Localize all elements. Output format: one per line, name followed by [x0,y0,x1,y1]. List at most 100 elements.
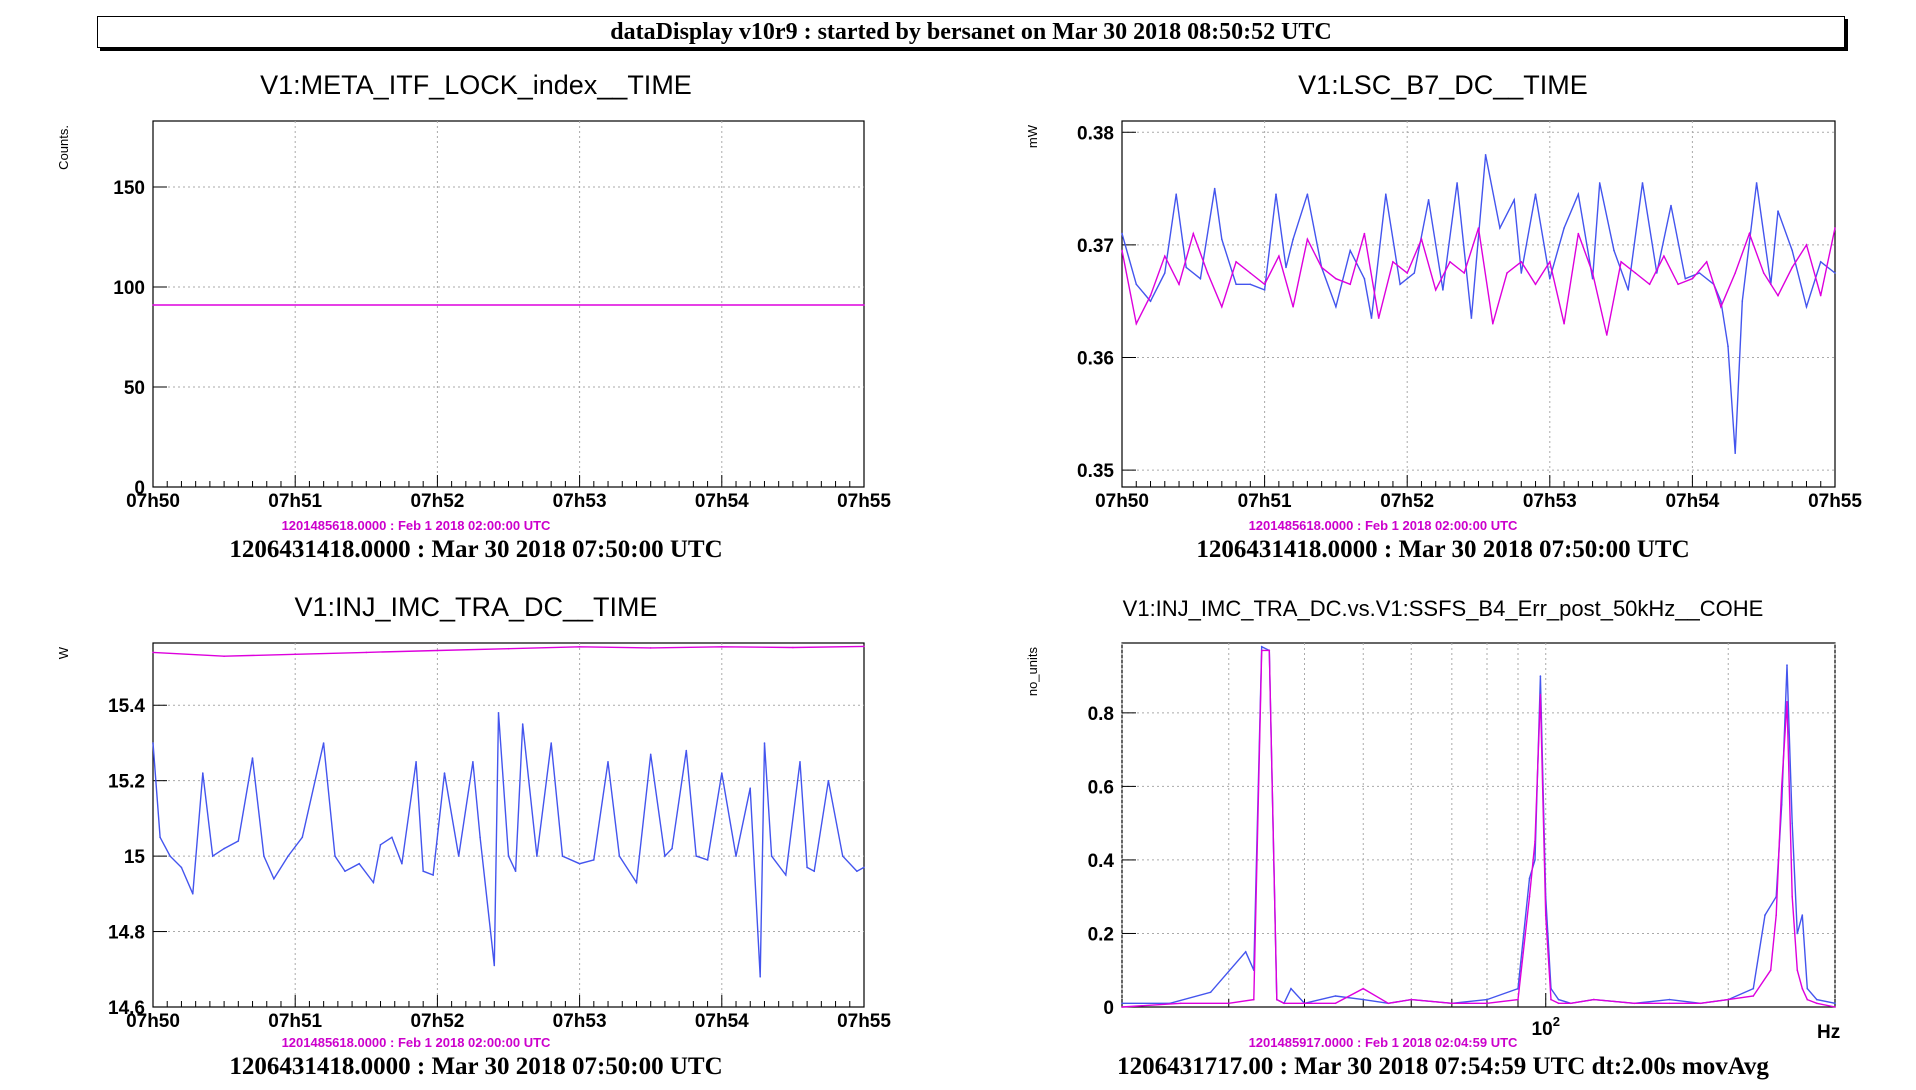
data-point [1699,1002,1702,1005]
x-axis-label: Hz [1817,1022,1840,1043]
data-point [1292,306,1294,308]
data-point [1135,283,1138,286]
data-point [550,742,552,744]
data-point [706,859,709,861]
data-point [1235,261,1237,263]
data-point [379,844,382,846]
data-point [1387,1002,1390,1005]
data-point [695,855,697,857]
data-point [1534,283,1537,286]
data-point [1550,998,1552,1001]
data-point [813,870,815,872]
chart-imc-tra: V1:INJ_IMC_TRA_DC__TIME 07h50 07h51 07h52 07… [56,592,891,1080]
data-point [1633,1002,1636,1005]
data-point [1221,238,1223,240]
chart-title: V1:META_ITF_LOCK_index__TIME [260,70,692,100]
data-point [1260,645,1263,648]
x-tick-label: 102 [1532,1014,1560,1040]
data-point [301,836,304,839]
data-point [1698,272,1701,274]
data-point [436,649,439,652]
data-point [1135,322,1138,325]
data-point [1349,249,1351,252]
data-point [344,870,346,872]
data-point [1513,199,1515,201]
x-tick-label: 07h55 [837,1011,891,1032]
data-point [1413,272,1416,274]
y-tick-label: 0.8 [1088,704,1114,725]
data-point [415,761,417,763]
data-point [1456,182,1458,184]
data-point [770,855,773,857]
data-point [1451,1002,1453,1005]
data-point [1777,210,1779,212]
data-point [1834,1006,1836,1008]
data-point [1263,283,1266,286]
x-tick-label: 07h52 [1380,491,1434,512]
y-tick-label: 0.35 [1077,461,1114,482]
data-point [1819,294,1822,297]
data-point [635,881,638,884]
reference-time: 1201485618.0000 : Feb 1 2018 02:00:00 UT… [282,518,551,533]
data-point [1399,283,1401,286]
data-point [1755,182,1758,184]
data-point [1791,266,1793,269]
data-point [1748,232,1751,235]
chart-title: V1:INJ_IMC_TRA_DC.vs.V1:SSFS_B4_Err_post… [1123,596,1764,621]
data-point [152,304,154,306]
data-point [169,855,171,857]
data-point [827,779,830,782]
data-point [1506,272,1508,274]
y-tick-label: 50 [124,378,145,399]
x-tick-label: 07h50 [126,1011,180,1032]
data-point [721,646,723,648]
data-point [1534,840,1536,843]
data-point [1677,283,1679,286]
data-point [561,855,564,857]
data-point [1834,227,1836,229]
data-point [1775,914,1777,916]
data-point [1577,232,1580,235]
data-point [192,893,194,895]
data-point [1520,261,1523,263]
data-point [1517,998,1519,1001]
x-tick-label: 07h51 [1238,491,1292,512]
data-point [763,742,766,744]
data-point [1283,1002,1285,1005]
data-point [1620,261,1622,263]
chart-panel-lock-index: V1:META_ITF_LOCK_index__TIME 07h50 07h51 07… [0,60,958,580]
data-point [1780,785,1783,788]
y-axis-label: W [56,646,71,659]
data-point [1420,238,1423,240]
data-point [1598,182,1601,184]
data-point [1801,987,1804,990]
data-point [1470,317,1473,319]
data-point [1263,289,1266,291]
data-point [1377,317,1380,319]
data-point [1486,998,1488,1001]
data-point [1762,272,1765,274]
data-point [1591,272,1594,274]
data-point [152,742,154,744]
data-point [1370,317,1373,319]
data-point [1149,300,1152,302]
data-point [1801,914,1804,916]
y-tick-label: 0.4 [1088,851,1115,872]
data-point [152,651,154,654]
y-tick-label: 0.38 [1077,123,1114,144]
data-point [372,881,375,884]
data-point [1221,306,1223,308]
data-point [1385,193,1387,195]
data-point [1235,283,1237,286]
data-point [1539,675,1542,677]
data-point [1206,272,1209,274]
data-point [1705,261,1708,263]
data-point [287,855,289,857]
data-point [1180,1002,1182,1005]
y-axis-label: no_units [1025,647,1040,697]
plot-frame [1121,120,1836,488]
data-point [1670,204,1672,207]
data-point [1410,998,1413,1001]
data-point [1406,272,1408,274]
data-point [1834,272,1836,274]
